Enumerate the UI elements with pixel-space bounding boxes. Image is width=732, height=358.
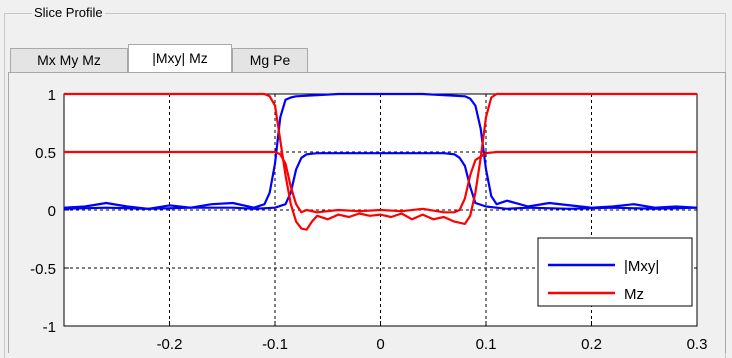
- series-line-mz-3: [64, 150, 697, 214]
- tab-mg-pe[interactable]: Mg Pe: [232, 48, 308, 72]
- y-tick-label: 0.5: [35, 145, 56, 162]
- series-line-mz-2: [64, 92, 697, 231]
- x-tick-label: -0.1: [262, 336, 288, 353]
- plot-axes: -0.2 -0.1 0 0.1 0.2 0.3 1 0.5 0 -0.5 -1: [30, 87, 707, 353]
- tab-mx-my-mz[interactable]: Mx My Mz: [10, 48, 128, 72]
- y-tick-label: 0: [48, 203, 56, 220]
- legend-label-mxy: |Mxy|: [624, 258, 659, 275]
- series-line-mxy-0: [63, 92, 698, 210]
- legend-box: [537, 237, 693, 307]
- x-tick-label: 0.3: [687, 336, 708, 353]
- y-tick-label: -0.5: [30, 261, 56, 278]
- tab-mxy-mz[interactable]: |Mxy| Mz: [128, 44, 232, 72]
- y-tick-label: -1: [43, 319, 56, 336]
- y-tick-label: 1: [48, 87, 56, 104]
- plot-series: [63, 92, 698, 231]
- series-line-mxy-1: [63, 152, 698, 210]
- x-tick-label: 0.1: [476, 336, 497, 353]
- x-tick-label: -0.2: [157, 336, 183, 353]
- x-tick-label: 0: [376, 336, 384, 353]
- group-title: Slice Profile: [32, 5, 105, 20]
- legend-label-mz: Mz: [624, 286, 644, 303]
- x-tick-label: 0.2: [581, 336, 602, 353]
- plot-legend: |Mxy| Mz: [537, 237, 693, 307]
